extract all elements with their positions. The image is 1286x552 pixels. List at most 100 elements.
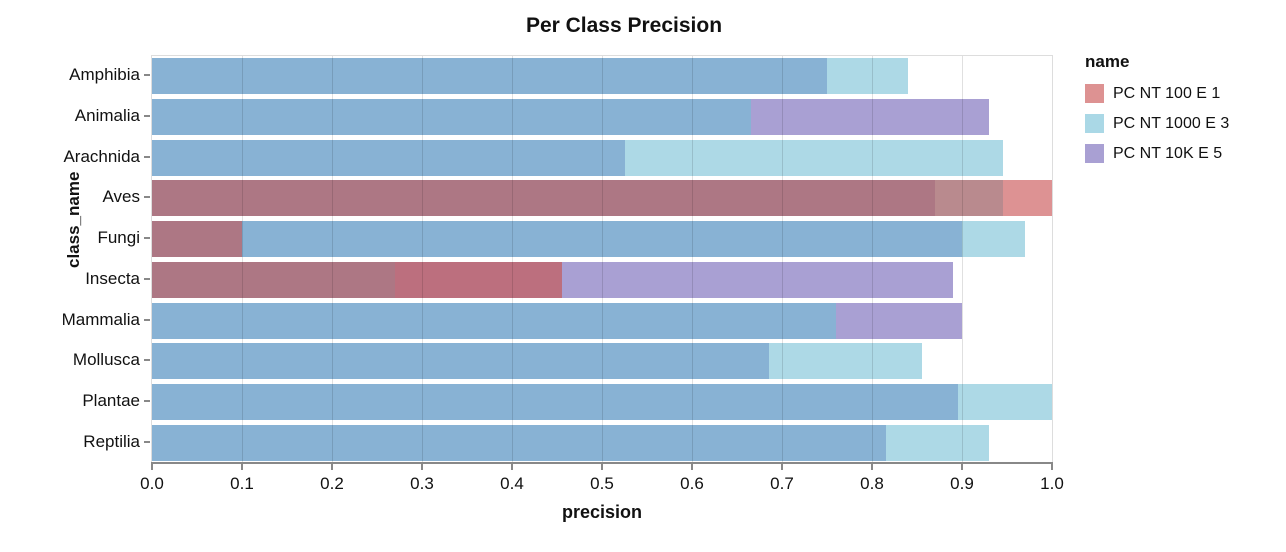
bar-segment	[152, 302, 836, 339]
gridline	[872, 56, 873, 463]
bar-segment	[836, 302, 962, 339]
bar-segment	[885, 424, 989, 461]
x-tick-mark	[331, 464, 333, 470]
bar-segment	[957, 383, 1052, 420]
x-tick-mark	[601, 464, 603, 470]
y-tick	[144, 440, 150, 443]
bar-segment	[152, 58, 827, 95]
bar-segment	[935, 180, 1003, 217]
bar-segment	[242, 221, 962, 258]
gridline	[332, 56, 333, 463]
bar-segment	[1002, 180, 1052, 217]
gridline	[782, 56, 783, 463]
y-tick	[144, 196, 150, 199]
bar-segment	[768, 343, 922, 380]
y-label-mammalia: Mammalia	[61, 309, 140, 329]
x-tick-mark	[241, 464, 243, 470]
gridline	[512, 56, 513, 463]
y-tick	[144, 359, 150, 362]
x-tick-label: 0.2	[320, 474, 344, 493]
bar-segment	[152, 343, 769, 380]
bar-segment	[750, 99, 989, 136]
y-label-insecta: Insecta	[85, 268, 140, 288]
bar-row-animalia	[152, 99, 1052, 136]
bar-segment	[152, 221, 242, 258]
x-axis: 0.0 0.1 0.2 0.3 0.4 0.5 0.6 0.7 0.8 0.9 1.0	[140, 464, 1064, 504]
x-tick-label: 1.0	[1040, 474, 1064, 493]
bar-segment	[624, 139, 1003, 176]
bar-segment	[827, 58, 908, 95]
legend-entry: PC NT 1000 E 3	[1085, 114, 1229, 133]
bar-segment	[152, 99, 751, 136]
y-tick	[144, 237, 150, 240]
bar-segment	[152, 383, 958, 420]
gridline	[422, 56, 423, 463]
y-label-arachnida: Arachnida	[63, 146, 140, 166]
legend-label: PC NT 10K E 5	[1113, 144, 1223, 162]
legend-swatch-icon	[1085, 114, 1104, 133]
bar-segment	[152, 180, 935, 217]
y-label-fungi: Fungi	[97, 228, 140, 248]
x-tick-mark	[1051, 464, 1053, 470]
y-tick	[144, 277, 150, 280]
bar-row-aves	[152, 180, 1052, 217]
bar-segment	[561, 261, 953, 298]
bar-segment	[152, 261, 395, 298]
x-tick-label: 0.8	[860, 474, 884, 493]
x-tick-mark	[871, 464, 873, 470]
legend-label: PC NT 1000 E 3	[1113, 114, 1230, 132]
legend-title: name	[1085, 52, 1130, 71]
y-tick	[144, 115, 150, 118]
legend: name PC NT 100 E 1 PC NT 1000 E 3 PC NT 10…	[1085, 52, 1229, 174]
x-tick-label: 0.1	[230, 474, 254, 493]
gridline	[692, 56, 693, 463]
x-tick-mark	[691, 464, 693, 470]
legend-swatch-icon	[1085, 144, 1104, 163]
x-axis-title: precision	[561, 502, 643, 522]
bar-row-arachnida	[152, 139, 1052, 176]
legend-entries: PC NT 100 E 1 PC NT 1000 E 3 PC NT 10K E 5	[1085, 84, 1229, 163]
bar-segment	[152, 424, 886, 461]
bar-row-reptilia	[152, 424, 1052, 461]
y-tick	[144, 74, 150, 77]
chart-title: Per Class Precision	[525, 14, 723, 37]
gridline	[242, 56, 243, 463]
x-tick-label: 0.7	[770, 474, 794, 493]
bar-segment	[962, 221, 1025, 258]
x-tick-label: 0.0	[140, 474, 164, 493]
x-tick-mark	[511, 464, 513, 470]
x-tick-mark	[961, 464, 963, 470]
y-axis-labels: Amphibia Animalia Arachnida Aves Fungi Insect…	[0, 55, 140, 462]
gridline	[602, 56, 603, 463]
bar-segment	[152, 139, 625, 176]
bar-row-fungi	[152, 221, 1052, 258]
bar-row-plantae	[152, 383, 1052, 420]
y-label-reptilia: Reptilia	[83, 431, 140, 451]
x-axis-line	[151, 462, 1053, 464]
x-tick-label: 0.3	[410, 474, 434, 493]
x-tick-label: 0.5	[590, 474, 614, 493]
x-tick-mark	[421, 464, 423, 470]
gridline	[962, 56, 963, 463]
y-tick	[144, 155, 150, 158]
x-tick-label: 0.9	[950, 474, 974, 493]
bar-row-insecta	[152, 261, 1052, 298]
y-label-mollusca: Mollusca	[72, 350, 140, 370]
bar-row-mammalia	[152, 302, 1052, 339]
x-tick-label: 0.4	[500, 474, 524, 493]
y-tick	[144, 399, 150, 402]
y-tick	[144, 318, 150, 321]
bar-row-amphibia	[152, 58, 1052, 95]
y-label-aves: Aves	[102, 187, 141, 207]
legend-entry: PC NT 10K E 5	[1085, 144, 1229, 163]
y-label-plantae: Plantae	[82, 390, 140, 410]
x-tick-mark	[151, 464, 153, 470]
x-tick-mark	[781, 464, 783, 470]
legend-entry: PC NT 100 E 1	[1085, 84, 1229, 103]
y-label-animalia: Animalia	[74, 106, 140, 126]
x-tick-label: 0.6	[680, 474, 704, 493]
bar-segment	[395, 261, 562, 298]
bar-row-mollusca	[152, 343, 1052, 380]
y-label-amphibia: Amphibia	[69, 65, 140, 85]
